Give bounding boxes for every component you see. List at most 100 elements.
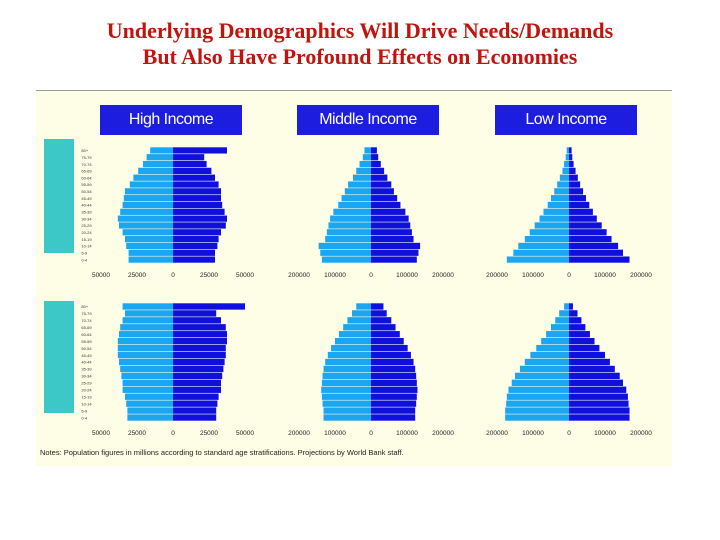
bar-female (173, 379, 221, 386)
bar-female (371, 365, 416, 373)
bar-male (128, 256, 173, 263)
bar-female (569, 188, 584, 195)
bar-male (513, 249, 569, 256)
bar-female (569, 208, 593, 215)
bar-male (539, 215, 569, 222)
chart-panel: High Income Middle Income Low Income 0-4… (36, 90, 672, 466)
bar-female (173, 249, 215, 256)
age-label: 70-74 (81, 318, 92, 323)
bar-female (569, 236, 612, 243)
bar-female (173, 174, 215, 181)
bar-female (371, 358, 414, 366)
age-label: 80+ (81, 304, 88, 309)
bar-female (173, 365, 224, 373)
bar-male (122, 317, 173, 324)
bar-male (536, 344, 569, 352)
bar-male (338, 201, 371, 209)
bar-male (543, 208, 569, 215)
age-label: 55-59 (81, 182, 92, 187)
bar-male (554, 188, 569, 195)
bar-male (146, 154, 173, 161)
age-label: 65-69 (81, 169, 92, 174)
age-label: 75-79 (81, 311, 92, 316)
bar-female (569, 331, 590, 338)
bar-male (138, 167, 173, 174)
bar-female (569, 372, 620, 380)
bar-male (565, 154, 569, 161)
bar-male (511, 379, 569, 386)
year-band-row-2 (44, 301, 74, 413)
tick-label: 200000 (486, 430, 508, 437)
bar-male (566, 147, 569, 154)
bar-male (534, 222, 569, 229)
tick-label: 200000 (630, 272, 652, 279)
bar-female (173, 351, 226, 359)
bar-male (322, 400, 371, 407)
bar-female (173, 386, 221, 393)
bar-male (122, 201, 173, 209)
age-label: 35-39 (81, 367, 92, 372)
bar-male (343, 324, 371, 331)
bar-female (173, 324, 226, 331)
bar-female (371, 160, 381, 168)
bar-male (133, 174, 173, 181)
age-label: 60-64 (81, 332, 92, 337)
bar-male (143, 160, 173, 168)
bar-male (524, 236, 569, 243)
pyramid-middle-income-row-1: 200000 100000 0 100000 200000 (288, 147, 454, 279)
bar-male (328, 222, 371, 229)
bar-female (173, 310, 217, 317)
title-line-2: But Also Have Profound Effects on Econom… (142, 44, 578, 69)
bar-female (371, 393, 417, 400)
bar-female (371, 400, 417, 407)
bar-female (371, 310, 387, 317)
bar-male (122, 229, 173, 236)
bar-male (362, 154, 371, 161)
age-label: 20-24 (81, 230, 92, 235)
age-label: 60-64 (81, 175, 92, 180)
bar-female (371, 344, 408, 352)
bar-male (515, 372, 569, 380)
bar-female (569, 160, 574, 168)
tick-label: 25000 (200, 430, 218, 437)
tick-label: 200000 (630, 430, 652, 437)
bar-female (569, 222, 602, 229)
bar-male (353, 174, 371, 181)
bar-female (173, 317, 221, 324)
bar-female (569, 379, 623, 386)
age-label: 45-49 (81, 353, 92, 358)
bar-male (121, 372, 173, 380)
bar-female (173, 160, 207, 168)
bar-female (569, 256, 630, 263)
bar-female (173, 215, 227, 222)
bar-female (371, 195, 398, 202)
bar-female (371, 188, 394, 195)
bar-male (505, 407, 569, 414)
age-label: 30-34 (81, 374, 92, 379)
tick-label: 0 (171, 430, 175, 437)
bar-female (173, 338, 227, 345)
bar-male (331, 344, 371, 352)
age-label: 40-44 (81, 360, 92, 365)
tick-label: 200000 (288, 430, 310, 437)
bar-female (173, 414, 217, 421)
tick-label: 0 (567, 430, 571, 437)
bar-male (546, 331, 569, 338)
header-low-income: Low Income (495, 105, 637, 135)
tick-label: 100000 (522, 430, 544, 437)
bar-male (126, 400, 173, 407)
age-label: 35-39 (81, 210, 92, 215)
bar-male (541, 338, 569, 345)
bar-female (569, 365, 615, 373)
bar-male (323, 414, 371, 421)
tick-label: 0 (567, 272, 571, 279)
bar-female (173, 167, 212, 174)
bar-female (569, 344, 600, 352)
bar-male (120, 208, 173, 215)
bar-male (125, 393, 173, 400)
title-line-1: Underlying Demographics Will Drive Needs… (106, 18, 614, 43)
tick-label: 100000 (594, 272, 616, 279)
bar-female (371, 242, 421, 250)
age-label: 70-74 (81, 162, 92, 167)
